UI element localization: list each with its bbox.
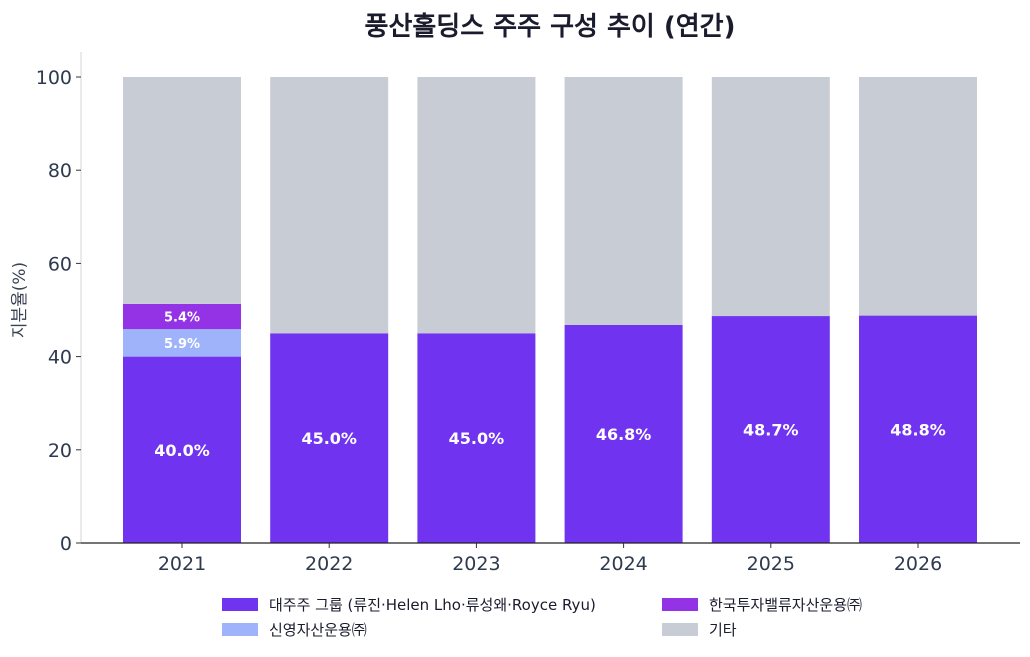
- y-tick-label-20: 20: [48, 440, 72, 462]
- legend-label-2: 한국투자밸류자산운용㈜: [709, 596, 862, 614]
- bar-segment-2026-series-3: [859, 77, 977, 316]
- data-label-2021-series-0: 40.0%: [154, 441, 210, 460]
- bar-segment-2024-series-0: [564, 324, 683, 543]
- bars-group: 40.0% 5.9% 5.4% 45.0% 45.0% 46.8% 48.7% 48.8%: [123, 77, 977, 543]
- x-tick-label-2023: 2023: [452, 553, 500, 575]
- data-label-2023-series-0: 45.0%: [449, 429, 505, 448]
- bar-segment-2023-series-0: [417, 333, 536, 543]
- legend-swatch-1: [222, 623, 258, 636]
- bar-segment-2022-series-3: [270, 77, 389, 334]
- y-axis-label: 지분율(%): [10, 262, 30, 338]
- data-label-2025-series-0: 48.7%: [743, 421, 799, 440]
- legend-label-0: 대주주 그룹 (류진·Helen Lho·류성왜·Royce Ryu): [269, 596, 596, 614]
- legend-label-3: 기타: [709, 621, 737, 639]
- y-tick-label-60: 60: [48, 253, 72, 275]
- legend-swatch-0: [222, 598, 258, 611]
- data-label-2022-series-0: 45.0%: [301, 429, 357, 448]
- bar-segment-2021-series-2: [123, 303, 241, 330]
- legend-label-1: 신영자산운용㈜: [269, 621, 367, 639]
- y-tick-label-80: 80: [48, 160, 72, 182]
- x-tick-label-2024: 2024: [599, 553, 647, 575]
- bar-segment-2023-series-3: [417, 77, 536, 334]
- bar-segment-2022-series-0: [270, 333, 389, 543]
- bar-segment-2021-series-1: [123, 329, 241, 357]
- bar-segment-2021-series-3: [123, 77, 241, 304]
- bar-segment-2026-series-0: [859, 315, 977, 543]
- y-tick-label-100: 100: [36, 67, 72, 89]
- legend: 대주주 그룹 (류진·Helen Lho·류성왜·Royce Ryu) 한국투자밸…: [222, 596, 862, 639]
- bar-segment-2025-series-3: [711, 77, 830, 317]
- data-label-2024-series-0: 46.8%: [596, 425, 652, 444]
- bar-segment-2025-series-0: [711, 316, 830, 543]
- axes-group: 2021 2022 2023 2024 2025 2026 0 20 40 60 80 100: [36, 52, 1020, 575]
- x-tick-label-2022: 2022: [305, 553, 353, 575]
- data-label-2021-series-1: 5.9%: [164, 337, 200, 352]
- x-tick-label-2025: 2025: [747, 553, 795, 575]
- legend-swatch-3: [662, 623, 698, 636]
- y-tick-label-0: 0: [60, 533, 72, 555]
- bar-segment-2021-series-0: [123, 356, 241, 543]
- legend-swatch-2: [662, 598, 698, 611]
- x-tick-label-2026: 2026: [894, 553, 942, 575]
- x-tick-label-2021: 2021: [158, 553, 206, 575]
- chart-title: 풍산홀딩스 주주 구성 추이 (연간): [365, 12, 736, 42]
- y-tick-label-40: 40: [48, 347, 72, 369]
- data-label-2021-series-2: 5.4%: [164, 311, 200, 326]
- data-label-2026-series-0: 48.8%: [890, 420, 946, 439]
- bar-segment-2024-series-3: [564, 77, 683, 325]
